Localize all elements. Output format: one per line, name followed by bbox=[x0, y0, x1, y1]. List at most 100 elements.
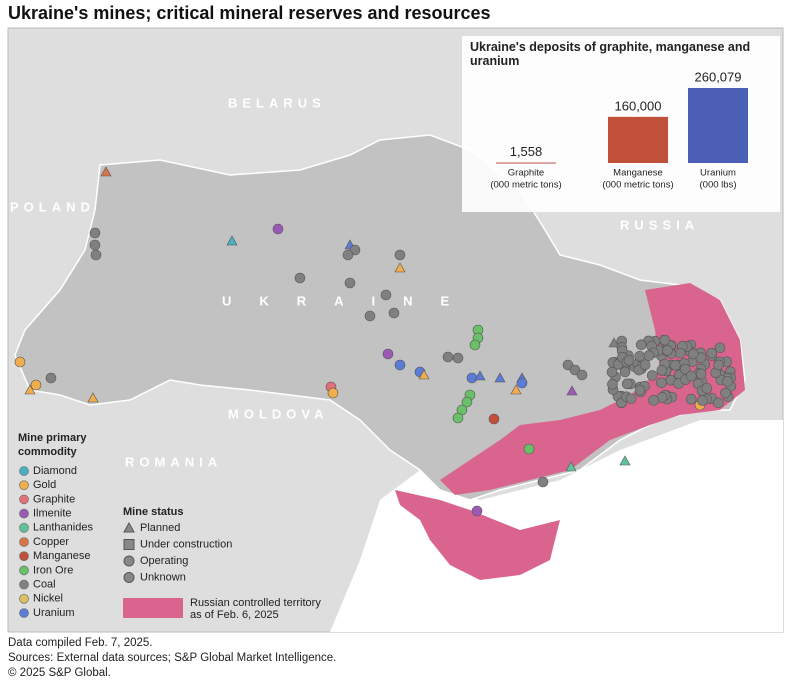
bar bbox=[688, 88, 748, 163]
mine bbox=[394, 249, 406, 261]
mine bbox=[100, 166, 112, 177]
status-title: Mine status bbox=[123, 506, 184, 518]
mine bbox=[388, 307, 400, 319]
mine bbox=[523, 443, 535, 455]
mine bbox=[675, 347, 686, 359]
mine bbox=[488, 413, 500, 425]
belarus-label: BELARUS bbox=[228, 95, 326, 110]
mine bbox=[695, 368, 707, 380]
inset-title: Ukraine's deposits of graphite, manganes… bbox=[470, 40, 751, 68]
legend-swatch bbox=[19, 579, 29, 590]
legend-label: Uranium bbox=[33, 607, 75, 619]
mine bbox=[679, 363, 691, 375]
poland-label: POLAND bbox=[10, 199, 95, 214]
mine bbox=[14, 356, 26, 368]
mine bbox=[670, 359, 681, 371]
mine bbox=[87, 392, 99, 403]
mine bbox=[713, 397, 724, 409]
mine bbox=[722, 375, 733, 387]
legend-swatch bbox=[19, 494, 29, 505]
mine bbox=[510, 384, 522, 395]
mine bbox=[452, 352, 464, 364]
mine bbox=[226, 235, 238, 246]
legend-label: Coal bbox=[33, 579, 56, 591]
unit-label: (000 metric tons) bbox=[602, 180, 673, 191]
mine bbox=[565, 461, 577, 472]
mine bbox=[474, 370, 486, 381]
mine bbox=[30, 379, 42, 391]
category-label: Graphite bbox=[508, 168, 544, 179]
mine bbox=[625, 393, 637, 404]
category-label: Manganese bbox=[613, 168, 663, 179]
unit-label: (000 metric tons) bbox=[490, 180, 561, 191]
mine bbox=[714, 342, 726, 354]
mine bbox=[648, 395, 659, 406]
status-icon bbox=[123, 521, 135, 533]
mine bbox=[659, 334, 671, 346]
mine bbox=[471, 505, 483, 517]
mine bbox=[294, 272, 306, 284]
mine bbox=[24, 384, 36, 395]
mine bbox=[623, 355, 635, 366]
legend-swatch bbox=[19, 593, 29, 604]
legend-label: Diamond bbox=[33, 465, 77, 477]
legend-swatch bbox=[19, 466, 29, 476]
mine bbox=[344, 277, 356, 289]
legend-swatch bbox=[19, 537, 29, 547]
mine bbox=[606, 366, 618, 378]
legend-label: Copper bbox=[33, 536, 69, 548]
mine bbox=[697, 395, 708, 406]
mine bbox=[327, 387, 339, 399]
legend-swatch bbox=[19, 508, 29, 519]
mine bbox=[380, 289, 392, 301]
bar bbox=[496, 162, 556, 164]
status-label: Under construction bbox=[140, 538, 232, 550]
mine bbox=[461, 396, 473, 408]
legend-label: Nickel bbox=[33, 593, 63, 605]
mine bbox=[687, 348, 699, 360]
status-label: Planned bbox=[140, 522, 180, 534]
mine bbox=[621, 378, 633, 390]
mine bbox=[442, 351, 454, 363]
footnotes: Data compiled Feb. 7, 2025. Sources: Ext… bbox=[8, 636, 336, 681]
mine bbox=[89, 239, 101, 251]
mine bbox=[634, 384, 646, 396]
mine bbox=[701, 382, 713, 394]
mine bbox=[45, 372, 57, 384]
romania-label: ROMANIA bbox=[125, 454, 222, 469]
mine bbox=[686, 370, 697, 382]
mine bbox=[685, 393, 697, 405]
russia-label: RUSSIA bbox=[620, 217, 699, 232]
status-icon bbox=[123, 539, 135, 550]
legend-label: Gold bbox=[33, 479, 56, 491]
legend-swatch bbox=[19, 565, 29, 576]
mine bbox=[469, 339, 481, 351]
mine bbox=[607, 378, 618, 390]
status-icon bbox=[123, 572, 135, 583]
legend-label: Manganese bbox=[33, 550, 91, 562]
mine bbox=[90, 249, 102, 261]
bar bbox=[608, 116, 668, 163]
mine bbox=[89, 227, 101, 239]
footnote: Data compiled Feb. 7, 2025. bbox=[8, 637, 153, 649]
mine bbox=[713, 359, 724, 371]
mine bbox=[608, 337, 620, 348]
mine bbox=[494, 372, 506, 383]
mine bbox=[656, 377, 667, 389]
legend-title: Mine primary commodity bbox=[18, 432, 87, 458]
legend-label: Iron Ore bbox=[33, 564, 73, 576]
mine bbox=[619, 455, 631, 466]
category-label: Uranium bbox=[700, 168, 736, 179]
title: Ukraine's mines; critical mineral reserv… bbox=[8, 3, 491, 23]
legend-swatch bbox=[19, 608, 29, 618]
value-label: 1,558 bbox=[510, 144, 543, 159]
mine bbox=[566, 385, 578, 396]
value-label: 260,079 bbox=[695, 69, 742, 84]
mine bbox=[272, 223, 284, 235]
legend-label: Lanthanides bbox=[33, 522, 93, 534]
unit-label: (000 lbs) bbox=[700, 180, 737, 191]
mine bbox=[635, 339, 647, 351]
footnote: Sources: External data sources; S&P Glob… bbox=[8, 652, 337, 664]
crimea bbox=[395, 490, 560, 580]
